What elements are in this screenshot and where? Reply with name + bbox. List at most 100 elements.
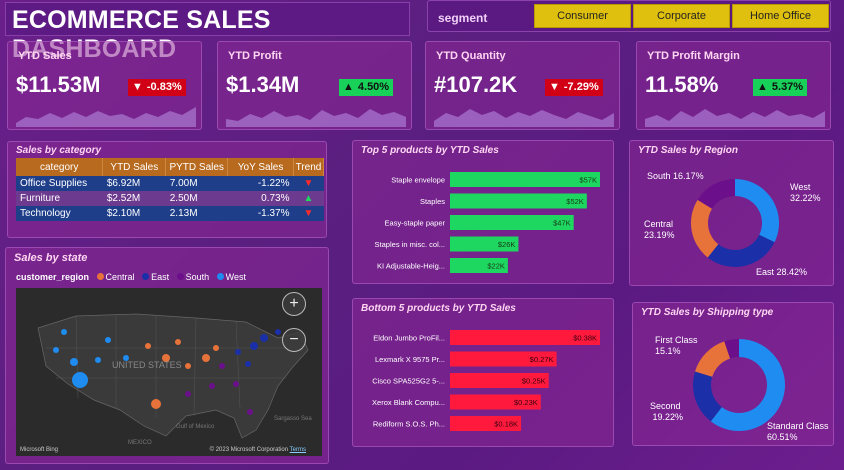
- map-bubble[interactable]: [185, 363, 191, 369]
- map-bubble[interactable]: [213, 345, 219, 351]
- kpi-change-badge: ▼ -7.29%: [545, 79, 603, 96]
- panel-title: YTD Sales by Shipping type: [641, 307, 774, 318]
- bottom5-products-panel: Bottom 5 products by YTD Sales Eldon Jum…: [352, 298, 614, 447]
- cell-ytd: $2.10M: [102, 206, 166, 221]
- map-canvas[interactable]: UNITED STATES Sargasso Sea Gulf of Mexic…: [16, 288, 322, 456]
- column-header-pytd-sales[interactable]: PYTD Sales: [165, 158, 229, 176]
- bar[interactable]: [450, 193, 587, 209]
- map-bubble[interactable]: [235, 349, 241, 355]
- map-bubble[interactable]: [245, 361, 251, 367]
- map-bubble[interactable]: [72, 372, 88, 388]
- column-header-ytd-sales[interactable]: YTD Sales: [102, 158, 167, 176]
- attribution-text: © 2023 Microsoft Corporation: [209, 447, 289, 453]
- map-bubble[interactable]: [162, 354, 170, 362]
- bar-value-label: $26K: [498, 240, 516, 249]
- map-bubble[interactable]: [175, 339, 181, 345]
- map-bubble[interactable]: [61, 329, 67, 335]
- bar[interactable]: [450, 416, 522, 431]
- donut-slice[interactable]: [710, 339, 785, 431]
- segment-home-office-button[interactable]: Home Office: [732, 4, 829, 28]
- map-bubble[interactable]: [145, 343, 151, 349]
- bar-category-label: Cisco SPA525G2 5-...: [372, 377, 445, 386]
- bar-value-label: $52K: [566, 197, 584, 206]
- map-bubble[interactable]: [250, 342, 258, 350]
- panel-title: Top 5 products by YTD Sales: [361, 145, 499, 156]
- cell-pytd: 2.13M: [165, 206, 228, 221]
- cell-yoy: -1.22%: [227, 176, 294, 191]
- donut-label-second: Second 19.22%: [650, 401, 683, 423]
- bar[interactable]: [450, 258, 508, 273]
- zoom-in-button[interactable]: +: [282, 292, 306, 316]
- kpi-sparkline: [226, 109, 406, 127]
- map-bubble[interactable]: [123, 355, 129, 361]
- cell-category: Technology: [16, 206, 103, 221]
- slice-pct: 15.1%: [655, 346, 681, 356]
- column-header-yoy-sales[interactable]: YoY Sales: [227, 158, 294, 176]
- map-bubble[interactable]: [70, 358, 78, 366]
- segment-slicer: segment Consumer Corporate Home Office: [427, 0, 831, 32]
- donut-slice[interactable]: [695, 341, 731, 377]
- sales-by-region-panel: YTD Sales by Region South 16.17% West 32.…: [629, 140, 834, 286]
- column-header-category[interactable]: category: [16, 158, 104, 176]
- table-row[interactable]: Furniture $2.52M 2.50M 0.73% ▲: [16, 191, 324, 206]
- map-bubble[interactable]: [209, 383, 215, 389]
- bar[interactable]: [450, 373, 549, 388]
- kpi-sparkline: [434, 109, 614, 127]
- legend-item[interactable]: South: [185, 272, 210, 282]
- slice-pct: 60.51%: [767, 432, 798, 442]
- map-bubble[interactable]: [202, 354, 210, 362]
- kpi-card-ytd-quantity: YTD Quantity #107.2K ▼ -7.29%: [425, 41, 620, 130]
- terms-link[interactable]: Terms: [289, 447, 306, 453]
- donut-slice[interactable]: [707, 234, 775, 267]
- segment-corporate-button[interactable]: Corporate: [633, 4, 730, 28]
- map-bubble[interactable]: [151, 399, 161, 409]
- zoom-out-button[interactable]: −: [282, 328, 306, 352]
- bar[interactable]: [450, 215, 574, 230]
- slice-name: East: [756, 267, 775, 277]
- map-bubble[interactable]: [233, 381, 239, 387]
- map-bubble[interactable]: [105, 337, 111, 343]
- table-row[interactable]: Office Supplies $6.92M 7.00M -1.22% ▼: [16, 176, 324, 191]
- arrow-up-icon: ▲: [757, 81, 768, 93]
- map-bubble[interactable]: [275, 329, 281, 335]
- map-bubble[interactable]: [95, 357, 101, 363]
- bar[interactable]: [450, 394, 541, 410]
- kpi-change: -7.29%: [563, 81, 599, 93]
- us-landmass: [37, 313, 309, 439]
- kpi-change: 4.50%: [357, 81, 390, 93]
- trend-down-icon: ▼: [303, 208, 314, 219]
- bar[interactable]: [450, 330, 600, 345]
- column-header-trend[interactable]: Trend: [293, 158, 324, 176]
- kpi-change-badge: ▲ 5.37%: [753, 79, 808, 96]
- state-borders: [46, 315, 296, 418]
- segment-consumer-button[interactable]: Consumer: [534, 4, 631, 28]
- kpi-card-ytd-profit-margin: YTD Profit Margin 11.58% ▲ 5.37%: [636, 41, 831, 130]
- slice-name: Central: [644, 219, 674, 229]
- legend-item[interactable]: West: [225, 272, 246, 282]
- map-bubble[interactable]: [247, 409, 253, 415]
- bar[interactable]: [450, 172, 600, 187]
- map-bubble[interactable]: [260, 334, 268, 342]
- donut-slice[interactable]: [693, 371, 722, 422]
- bar[interactable]: [450, 236, 519, 252]
- donut-slice[interactable]: [697, 179, 735, 209]
- kpi-card-ytd-profit: YTD Profit $1.34M ▲ 4.50%: [217, 41, 412, 130]
- bing-logo: Microsoft Bing: [20, 447, 59, 453]
- donut-slice[interactable]: [724, 339, 739, 359]
- bar-category-label: Staple envelope: [391, 176, 445, 185]
- map-bubble[interactable]: [219, 363, 225, 369]
- legend-dot-icon: [96, 273, 104, 280]
- slice-name: Second: [650, 401, 681, 411]
- table-row[interactable]: Technology $2.10M 2.13M -1.37% ▼: [16, 206, 324, 221]
- bar[interactable]: [450, 351, 557, 367]
- legend-item[interactable]: East: [151, 272, 170, 282]
- donut-label-first-class: First Class 15.1%: [655, 335, 698, 357]
- donut-slice[interactable]: [691, 199, 719, 258]
- kpi-label: YTD Sales: [18, 50, 72, 62]
- map-bubble[interactable]: [53, 347, 59, 353]
- cell-ytd: $6.92M: [102, 176, 166, 191]
- donut-slice[interactable]: [735, 179, 779, 243]
- kpi-label: YTD Profit: [228, 50, 282, 62]
- map-bubble[interactable]: [185, 391, 191, 397]
- legend-item[interactable]: Central: [105, 272, 135, 282]
